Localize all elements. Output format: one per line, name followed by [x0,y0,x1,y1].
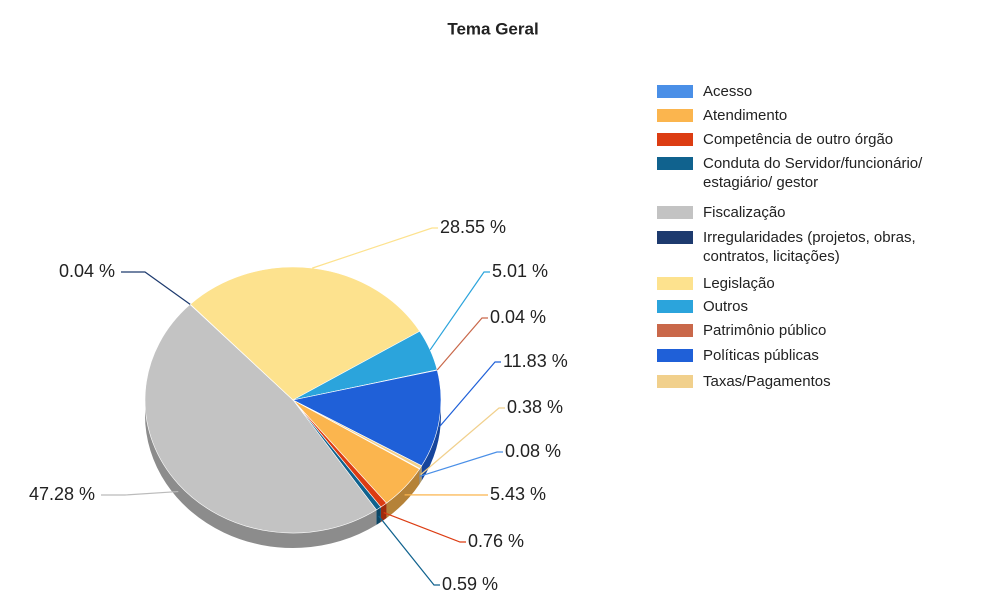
legend-item: Legislação [657,274,988,293]
value-label: 0.08 % [505,441,561,461]
leader-line [436,317,488,371]
value-label: 47.28 % [29,484,95,504]
leader-line [378,515,440,586]
legend-swatch [657,349,693,362]
value-label: 11.83 % [503,351,568,371]
legend-label: Outros [703,298,749,315]
value-label: 0.04 % [59,261,115,281]
legend-label: Patrimônio público [703,322,827,339]
leader-line [383,512,466,543]
legend-swatch [657,206,693,219]
leader-line [429,271,490,351]
chart-title: Tema Geral [447,19,538,38]
value-label: 28.55 % [440,217,506,237]
slice [144,304,377,534]
legend-item: Acesso [657,82,988,101]
legend-swatch [657,375,693,388]
legend-item: Atendimento [657,106,988,125]
legend-item: Irregularidades (projetos, obras, contra… [657,228,938,266]
legend-label: Atendimento [703,107,788,124]
legend-item: Outros [657,297,988,316]
legend-label: Irregularidades (projetos, obras, contra… [703,229,916,265]
legend-swatch [657,300,693,313]
slice [292,369,442,467]
value-label: 0.76 % [468,531,524,551]
value-label: 5.43 % [490,484,546,504]
leader-line [420,407,505,476]
leader-line [121,271,191,305]
legend-label: Acesso [703,83,753,100]
slice-side [419,465,422,484]
legend-item: Fiscalização [657,203,988,222]
legend-swatch [657,277,693,290]
legend-swatch [657,109,693,122]
legend-swatch [657,324,693,337]
legend-label: Legislação [703,275,775,292]
slice-side [421,400,441,481]
legend-item: Políticas públicas [657,346,988,365]
legend-label: Taxas/Pagamentos [703,373,831,390]
legend-label: Políticas públicas [703,347,819,364]
slice-side [145,400,377,548]
legend-item: Taxas/Pagamentos [657,372,988,391]
leader-line [101,490,179,496]
slice-side [386,469,420,519]
slice-side [380,503,387,523]
leader-line [438,361,501,428]
legend-item: Conduta do Servidor/funcionário/ estagiá… [657,154,988,192]
slice [189,266,421,401]
legend-swatch [657,85,693,98]
value-label: 0.59 % [442,574,498,594]
legend-item: Patrimônio público [657,321,988,340]
value-label: 0.04 % [490,307,546,327]
value-label: 5.01 % [492,261,548,281]
leader-line [312,227,438,269]
slice [292,399,423,469]
value-label: 0.38 % [507,397,563,417]
legend-swatch [657,157,693,170]
slice-side [376,507,381,525]
legend-label: Conduta do Servidor/funcionário/ estagiá… [703,155,923,191]
legend-label: Competência de outro órgão [703,131,894,148]
legend-item: Competência de outro órgão [657,130,988,149]
legend-swatch [657,231,693,244]
legend: Acesso Atendimento Competência de outro ór… [657,0,991,596]
legend-label: Fiscalização [703,204,786,221]
legend-swatch [657,133,693,146]
leader-line [419,451,503,477]
